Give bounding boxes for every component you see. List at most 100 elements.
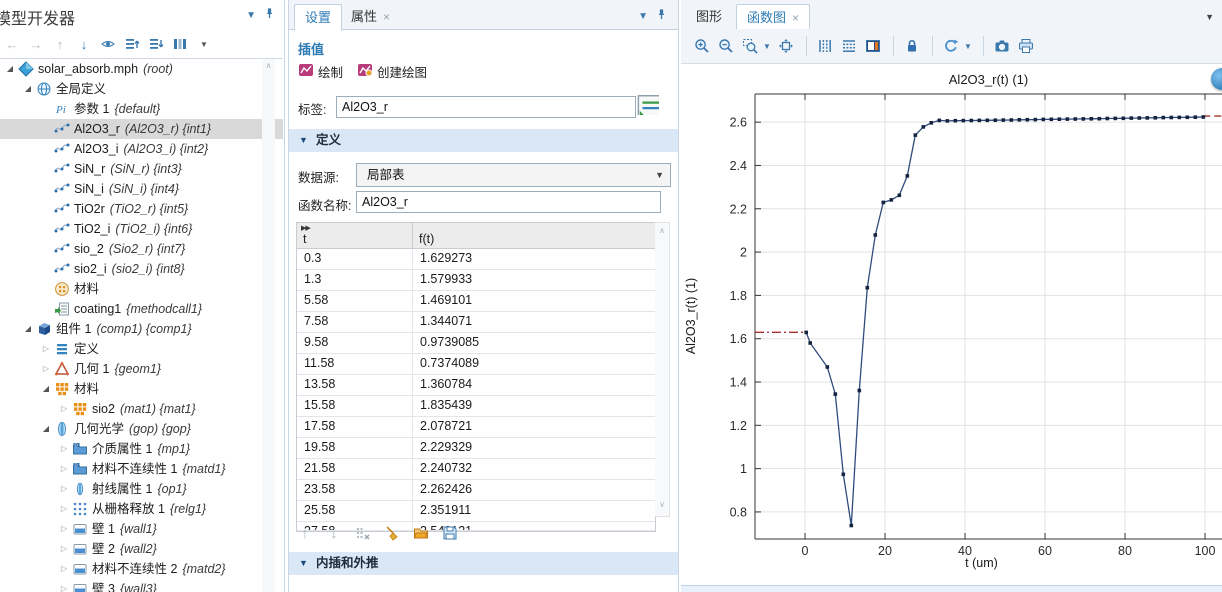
tree-item-组件-1[interactable]: ◢ 组件 1 (comp1) {comp1}	[0, 319, 283, 339]
expanded-expander-icon[interactable]: ◢	[6, 64, 14, 73]
collapsed-expander-icon[interactable]: ▷	[60, 524, 68, 533]
collapsed-expander-icon[interactable]: ▷	[60, 564, 68, 573]
cell-ft[interactable]: 2.240732	[420, 461, 473, 475]
row-down-button[interactable]: ↓	[330, 525, 338, 541]
cell-t[interactable]: 7.58	[297, 312, 413, 332]
cell-t[interactable]: 23.58	[297, 480, 413, 500]
tab-属性[interactable]: 属性 ×	[351, 9, 391, 24]
pin-icon[interactable]	[263, 7, 276, 26]
tree-item-壁-3[interactable]: ▷ 壁 3 {wall3}	[0, 579, 283, 592]
collapsed-expander-icon[interactable]: ▷	[60, 504, 68, 513]
cell-ft[interactable]: 2.078721	[420, 419, 473, 433]
reset-view-button-caret-icon[interactable]: ▼	[964, 41, 972, 51]
collapsed-expander-icon[interactable]: ▷	[42, 364, 50, 373]
definition-section-header[interactable]: ▼ 定义	[289, 129, 678, 152]
collapsed-expander-icon[interactable]: ▷	[60, 584, 68, 592]
cell-t[interactable]: 17.58	[297, 417, 413, 437]
cell-ft[interactable]: 0.9739085	[420, 335, 480, 349]
close-tab-icon[interactable]: ×	[383, 10, 391, 24]
tree-item-coating1[interactable]: coating1 {methodcall1}	[0, 299, 283, 319]
col-ft[interactable]: f(t)	[419, 232, 435, 246]
interp-section-header[interactable]: ▼ 内插和外推	[289, 552, 678, 575]
collapsed-expander-icon[interactable]: ▷	[60, 544, 68, 553]
scroll-up-icon[interactable]: ∧	[265, 61, 272, 70]
load-file-button[interactable]	[411, 523, 431, 543]
cell-t[interactable]: 1.3	[297, 270, 413, 290]
expanded-expander-icon[interactable]: ◢	[42, 424, 50, 433]
cell-t[interactable]: 27.58	[297, 522, 413, 530]
tree-item-几何-1[interactable]: ▷ 几何 1 {geom1}	[0, 359, 283, 379]
label-input[interactable]	[336, 96, 636, 118]
tree-item-材料[interactable]: ◢ 材料	[0, 379, 283, 399]
panel-menu-caret-icon[interactable]: ▼	[246, 10, 256, 21]
show-button[interactable]	[98, 34, 118, 54]
cell-t[interactable]: 25.58	[297, 501, 413, 521]
function-name-input[interactable]	[356, 191, 661, 213]
col-t[interactable]: ▶▶ t	[297, 223, 413, 248]
tree-item-al2o3_i[interactable]: Al2O3_i (Al2O3_i) {int2}	[0, 139, 283, 159]
zoom-extents-button[interactable]	[775, 35, 797, 57]
tree-item-sin_i[interactable]: SiN_i (SiN_i) {int4}	[0, 179, 283, 199]
tree-item-参数-1[interactable]: Pi 参数 1 {default}	[0, 99, 283, 119]
graphics-menu-caret-icon[interactable]: ▼	[1205, 12, 1214, 22]
tree-item-几何光学[interactable]: ◢ 几何光学 (gop) {gop}	[0, 419, 283, 439]
axis-lock-button[interactable]	[901, 35, 923, 57]
tree-scrollbar[interactable]: ∧	[262, 59, 275, 592]
collapsed-expander-icon[interactable]: ▷	[42, 344, 50, 353]
cell-t[interactable]: 15.58	[297, 396, 413, 416]
function-plot[interactable]: 0 20 40 60 80 100 0.8 1 1.2 1.4 1.6 1.8 2 2.2 2.4 2.6 Al…	[681, 64, 1222, 584]
cell-ft[interactable]: 1.835439	[420, 398, 473, 412]
move-down-button[interactable]: ↓	[80, 36, 88, 52]
cell-t[interactable]: 5.58	[297, 291, 413, 311]
cell-ft[interactable]: 1.360784	[420, 377, 473, 391]
x-grid-button[interactable]	[814, 35, 836, 57]
settings-pin-icon[interactable]	[655, 8, 668, 27]
collapsed-expander-icon[interactable]: ▷	[60, 444, 68, 453]
tree-item-材料[interactable]: 材料	[0, 279, 283, 299]
collapsed-expander-icon[interactable]: ▷	[60, 484, 68, 493]
tree-item-sio2_i[interactable]: sio2_i (sio2_i) {int8}	[0, 259, 283, 279]
zoom-out-button[interactable]	[715, 35, 737, 57]
zoom-in-button[interactable]	[691, 35, 713, 57]
tree-item-全局定义[interactable]: ◢ 全局定义	[0, 79, 283, 99]
tree-item-射线属性-1[interactable]: ▷ 射线属性 1 {op1}	[0, 479, 283, 499]
cell-ft[interactable]: 1.469101	[420, 293, 473, 307]
clear-table-button[interactable]	[353, 523, 373, 543]
y-grid-button[interactable]	[838, 35, 860, 57]
collapse-all-button[interactable]	[122, 34, 142, 54]
collapsed-expander-icon[interactable]: ▷	[60, 464, 68, 473]
reset-view-button[interactable]	[940, 35, 962, 57]
scroll-up-icon[interactable]: ∧	[659, 226, 665, 235]
tree-item-介质属性-1[interactable]: ▷ D 介质属性 1 {mp1}	[0, 439, 283, 459]
floating-logo-icon[interactable]	[1211, 68, 1222, 90]
tab-图形[interactable]: 图形	[696, 9, 723, 24]
toolbar-more-button[interactable]: ▼	[200, 39, 208, 49]
legend-button[interactable]	[862, 35, 884, 57]
cell-t[interactable]: 11.58	[297, 354, 413, 374]
interpolation-link[interactable]: 插值	[298, 42, 325, 57]
cell-ft[interactable]: 2.229329	[420, 440, 473, 454]
cell-t[interactable]: 0.3	[297, 249, 413, 269]
cell-ft[interactable]: 1.629273	[420, 251, 473, 265]
collapsed-expander-icon[interactable]: ▷	[60, 404, 68, 413]
close-tab-icon[interactable]: ×	[792, 11, 800, 25]
snapshot-button[interactable]	[991, 35, 1013, 57]
tree-item-定义[interactable]: ▷ 定义	[0, 339, 283, 359]
print-button[interactable]	[1015, 35, 1037, 57]
cell-ft[interactable]: 2.351911	[420, 503, 472, 517]
tree-item-al2o3_r[interactable]: Al2O3_r (Al2O3_r) {int1}	[0, 119, 283, 139]
data-source-combo[interactable]: 局部表 ▼	[356, 163, 671, 187]
tree-item-solar_absorb.mph[interactable]: ◢ solar_absorb.mph (root)	[0, 59, 283, 79]
cell-ft[interactable]: 0.7374089	[420, 356, 480, 370]
tree-item-tio2_i[interactable]: TiO2_i (TiO2_i) {int6}	[0, 219, 283, 239]
cell-t[interactable]: 9.58	[297, 333, 413, 353]
table-scrollbar[interactable]: ∧ ∨	[655, 222, 670, 517]
expanded-expander-icon[interactable]: ◢	[42, 384, 50, 393]
zoom-box-button-caret-icon[interactable]: ▼	[763, 41, 771, 51]
tree-item-材料不连续性-2[interactable]: ▷ 材料不连续性 2 {matd2}	[0, 559, 283, 579]
tab-函数图[interactable]: 函数图 ×	[736, 4, 811, 31]
tree-item-壁-1[interactable]: ▷ 壁 1 {wall1}	[0, 519, 283, 539]
settings-menu-caret-icon[interactable]: ▼	[638, 11, 648, 22]
create-plot-button[interactable]: 创建绘图	[357, 62, 427, 81]
save-table-button[interactable]	[440, 523, 460, 543]
